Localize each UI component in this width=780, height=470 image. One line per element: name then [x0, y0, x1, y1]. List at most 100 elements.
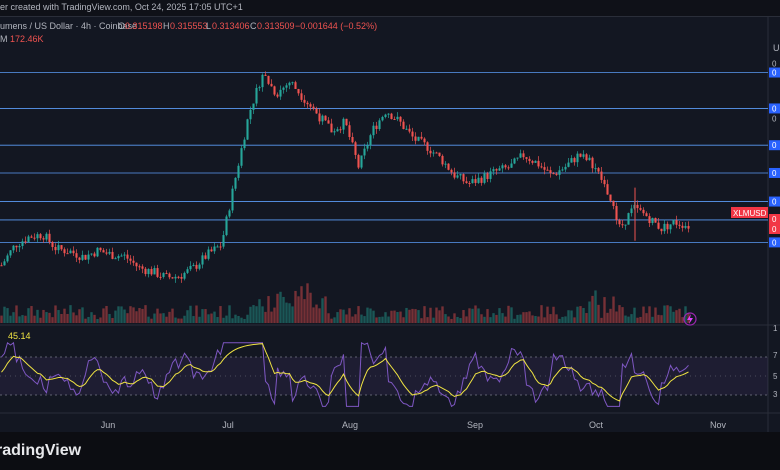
candle-body	[222, 235, 225, 247]
candle-body	[90, 253, 93, 255]
price-level-label: 0	[772, 104, 777, 113]
volume-bar	[114, 310, 117, 323]
candle-body	[321, 115, 324, 122]
candle-body	[447, 163, 450, 170]
candle-body	[393, 118, 396, 120]
candle-body	[246, 119, 249, 140]
volume-bar	[330, 318, 333, 323]
rsi-axis-upper: 7	[773, 351, 778, 360]
volume-bar	[303, 299, 306, 323]
volume-bar	[72, 312, 75, 323]
candle-body	[63, 249, 66, 254]
candle-body	[522, 153, 525, 158]
candle-body	[513, 158, 516, 164]
volume-bar	[672, 311, 675, 323]
candle-body	[237, 165, 240, 178]
volume-bar	[198, 316, 201, 323]
price-level-tag	[769, 67, 780, 78]
volume-bar	[516, 314, 519, 323]
candle-body	[21, 241, 24, 247]
horizontal-lines[interactable]: 000000000	[0, 60, 780, 248]
current-price-axis-tag	[769, 214, 780, 224]
volume-bar	[165, 316, 168, 323]
candle-body	[84, 254, 87, 260]
volume-bar	[261, 306, 264, 323]
volume-bar	[504, 316, 507, 323]
candle-body	[684, 225, 687, 228]
volume-bar	[111, 318, 114, 323]
volume-bar	[627, 316, 630, 323]
candle-body	[111, 251, 114, 259]
volume-bar	[63, 308, 66, 323]
candle-body	[366, 145, 369, 149]
candle-body	[594, 168, 597, 170]
candle-body	[645, 213, 648, 217]
candle-body	[75, 253, 78, 258]
volume-bar	[558, 318, 561, 323]
candle-body	[3, 261, 6, 266]
volume-bar	[414, 309, 417, 323]
chart-canvas[interactable]: umens / US Dollar · 4h · Coinbase O 0.31…	[0, 17, 780, 432]
volume-axis-label: 1	[773, 324, 778, 333]
volume-bar	[624, 315, 627, 323]
candle-body	[276, 94, 279, 97]
candle-body	[96, 247, 99, 257]
candle-body	[525, 157, 528, 159]
volume-bar	[201, 309, 204, 323]
volume-bar	[153, 313, 156, 323]
candle-body	[30, 236, 33, 238]
volume-bar	[327, 313, 330, 323]
candle-body	[537, 160, 540, 167]
candle-body	[201, 255, 204, 265]
time-axis-label: Nov	[710, 420, 727, 430]
candlestick-series[interactable]	[0, 71, 690, 283]
volume-bar	[270, 311, 273, 323]
candle-body	[504, 165, 507, 168]
volume-bar	[129, 306, 132, 323]
candle-body	[144, 268, 147, 275]
volume-bar	[42, 309, 45, 323]
candle-body	[387, 113, 390, 115]
volume-bar	[219, 306, 222, 323]
price-level-label: 0	[772, 198, 777, 207]
volume-bar	[345, 314, 348, 323]
time-axis[interactable]: Jun Jul Aug Sep Oct Nov	[101, 420, 727, 430]
candle-body	[39, 234, 42, 239]
volume-bar	[498, 308, 501, 323]
candle-body	[309, 104, 312, 107]
volume-bar	[408, 309, 411, 323]
volume-bar	[375, 317, 378, 323]
volume-bar	[300, 286, 303, 323]
volume-bar	[387, 316, 390, 323]
candle-body	[606, 184, 609, 195]
volume-bar	[471, 308, 474, 323]
candle-body	[228, 210, 231, 217]
volume-bar	[132, 307, 135, 323]
volume-bar	[147, 316, 150, 323]
volume-bar	[363, 316, 366, 323]
flash-icon[interactable]	[683, 312, 697, 326]
volume-bar	[435, 307, 438, 323]
candle-body	[444, 163, 447, 165]
candle-body	[384, 114, 387, 117]
candle-body	[402, 121, 405, 130]
current-price-symbol: XLMUSD	[733, 209, 767, 218]
candle-body	[318, 113, 321, 122]
volume-bar	[477, 308, 480, 323]
volume-bar	[171, 308, 174, 323]
volume-bar	[6, 308, 9, 323]
candle-body	[573, 158, 576, 163]
candle-body	[183, 272, 186, 279]
price-level-tag	[769, 237, 780, 248]
candle-body	[489, 171, 492, 179]
volume-bar	[666, 305, 669, 323]
candle-body	[639, 208, 642, 210]
volume-bar	[258, 299, 261, 323]
volume-bar	[213, 311, 216, 323]
volume-bar	[522, 312, 525, 323]
candle-body	[531, 161, 534, 163]
open-label: O	[118, 21, 125, 31]
high-label: H	[163, 21, 170, 31]
candle-body	[534, 160, 537, 163]
candle-body	[120, 255, 123, 257]
